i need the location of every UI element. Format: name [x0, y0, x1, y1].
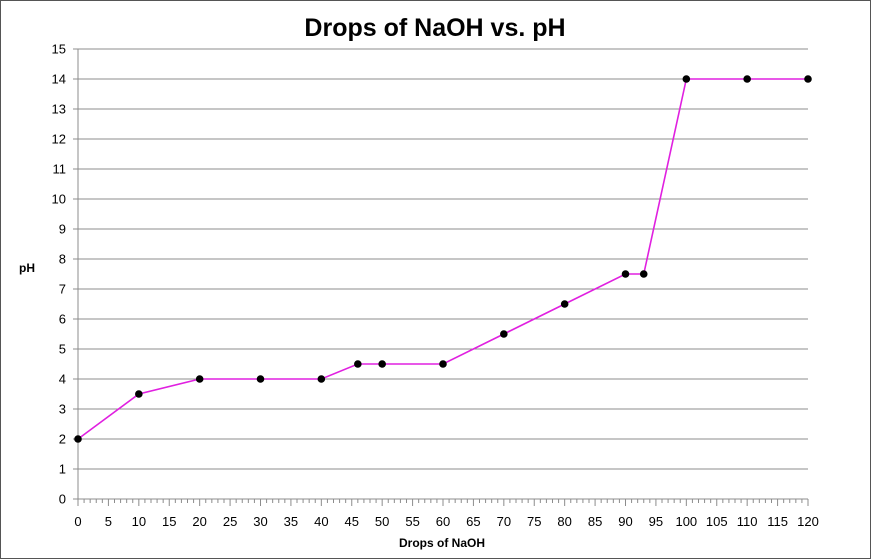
data-point: [560, 300, 569, 308]
data-point: [256, 375, 265, 383]
x-tick-label: 0: [74, 514, 81, 529]
x-tick-label: 80: [557, 514, 571, 529]
x-tick-label: 35: [284, 514, 298, 529]
y-tick-label: 0: [59, 492, 66, 507]
x-tick-label: 50: [375, 514, 389, 529]
y-tick-label: 4: [59, 372, 66, 387]
y-tick-label: 12: [52, 132, 66, 147]
data-point: [682, 75, 691, 83]
data-point: [74, 435, 82, 443]
x-tick-label: 30: [253, 514, 267, 529]
data-point: [354, 360, 362, 368]
x-tick-label: 100: [675, 514, 697, 529]
x-axis-label: Drops of NaOH: [399, 536, 485, 550]
x-tick-label: 95: [649, 514, 663, 529]
x-tick-label: 70: [497, 514, 511, 529]
y-tick-label: 10: [52, 192, 66, 207]
y-axis-label: pH: [19, 261, 35, 275]
y-tick-label: 1: [59, 462, 66, 477]
x-tick-label: 110: [737, 514, 758, 529]
x-tick-label: 60: [436, 514, 450, 529]
data-point: [639, 270, 648, 278]
data-point: [804, 75, 812, 83]
y-tick-label: 3: [59, 402, 66, 417]
data-point: [621, 270, 630, 278]
x-tick-label: 90: [618, 514, 632, 529]
x-tick-label: 55: [405, 514, 419, 529]
y-tick-label: 6: [59, 312, 66, 327]
x-tick-label: 115: [767, 514, 788, 529]
y-tick-label: 7: [59, 282, 66, 297]
series: [74, 75, 812, 443]
y-tick-label: 2: [59, 432, 66, 447]
x-tick-label: 20: [192, 514, 206, 529]
y-tick-label: 5: [59, 342, 66, 357]
data-point: [743, 75, 751, 83]
data-point: [439, 360, 447, 368]
x-tick-label: 25: [223, 514, 237, 529]
x-tick-label: 15: [162, 514, 176, 529]
x-tick-label: 105: [706, 514, 728, 529]
y-tick-label: 9: [59, 222, 66, 237]
y-tick-label: 15: [52, 42, 66, 57]
x-tick-label: 5: [105, 514, 112, 529]
data-point: [378, 360, 386, 368]
axes: [73, 48, 809, 506]
data-point: [500, 330, 508, 338]
y-tick-label: 14: [52, 72, 66, 87]
x-tick-label: 85: [588, 514, 602, 529]
y-tick-label: 11: [53, 162, 67, 177]
data-point: [135, 390, 143, 398]
y-tick-label: 8: [59, 252, 66, 267]
x-tick-label: 40: [314, 514, 328, 529]
chart-title: Drops of NaOH vs. pH: [304, 14, 565, 42]
data-point: [317, 375, 326, 383]
gridlines: [78, 48, 808, 470]
data-point: [195, 375, 204, 383]
x-tick-label: 10: [132, 514, 146, 529]
x-tick-label: 65: [466, 514, 480, 529]
x-tick-label: 45: [345, 514, 359, 529]
y-tick-label: 13: [52, 102, 66, 117]
x-tick-label: 120: [797, 514, 819, 529]
x-tick-label: 75: [527, 514, 541, 529]
